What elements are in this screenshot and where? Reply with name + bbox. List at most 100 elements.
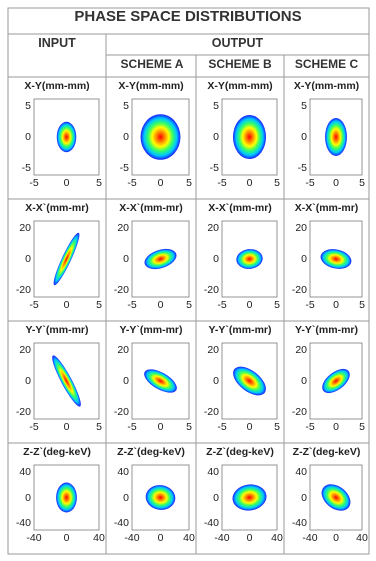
distribution-blob-scheme-b xyxy=(233,114,266,160)
x-tick-label: 0 xyxy=(63,177,70,189)
y-tick-label: 20 xyxy=(207,344,219,356)
x-tick-label: -40 xyxy=(26,532,42,544)
y-tick-label: 0 xyxy=(301,375,307,387)
y-tick-label: -20 xyxy=(113,406,129,418)
y-tick-label: -40 xyxy=(15,517,31,529)
y-tick-label: 40 xyxy=(117,466,129,478)
y-tick-label: -20 xyxy=(291,406,307,418)
y-tick-label: 0 xyxy=(123,131,129,143)
y-tick-label: 0 xyxy=(213,253,219,265)
x-tick-label: -5 xyxy=(217,299,227,311)
plot-frame-scheme-b xyxy=(221,464,278,531)
x-tick-label: -40 xyxy=(214,532,230,544)
x-tick-label: 0 xyxy=(333,421,339,433)
panel-label-scheme-a: X-X`(mm-mr) xyxy=(119,202,183,214)
panel-label-scheme-a: Z-Z`(deg-keV) xyxy=(117,446,185,458)
panel-label-scheme-a: Y-Y`(mm-mr) xyxy=(119,324,183,336)
y-tick-label: 0 xyxy=(25,131,31,143)
x-tick-label: 5 xyxy=(359,177,365,189)
panel-label-input: X-X`(mm-mr) xyxy=(25,202,89,214)
y-tick-label: 20 xyxy=(117,222,129,234)
y-tick-label: 20 xyxy=(295,344,307,356)
distribution-blob-scheme-a xyxy=(145,485,176,510)
y-tick-label: -20 xyxy=(15,284,31,296)
scheme-c-header: SCHEME C xyxy=(294,57,359,71)
y-tick-label: 0 xyxy=(301,491,307,504)
y-tick-label: -20 xyxy=(203,284,219,296)
y-tick-label: 0 xyxy=(123,253,129,265)
output-header: OUTPUT xyxy=(211,36,264,50)
distribution-blob-scheme-c xyxy=(321,484,351,511)
x-tick-label: -5 xyxy=(305,421,315,433)
panel-label-input: Y-Y`(mm-mr) xyxy=(25,324,89,336)
x-tick-label: 5 xyxy=(96,421,102,433)
x-tick-label: 0 xyxy=(246,532,253,544)
distribution-blob-input xyxy=(56,482,77,513)
y-tick-label: -5 xyxy=(209,162,219,174)
panel-label-input: X-Y(mm-mm) xyxy=(24,80,90,92)
panel-label-scheme-c: X-X`(mm-mr) xyxy=(294,202,359,214)
y-tick-label: 0 xyxy=(213,131,219,143)
y-tick-label: -20 xyxy=(203,406,219,418)
x-tick-label: 0 xyxy=(157,299,164,311)
x-tick-label: -5 xyxy=(305,177,315,189)
scheme-a-header: SCHEME A xyxy=(120,57,184,71)
panel-label-scheme-c: Z-Z`(deg-keV) xyxy=(292,446,361,458)
x-tick-label: 0 xyxy=(63,421,70,433)
y-tick-label: -20 xyxy=(291,284,307,296)
x-tick-label: 0 xyxy=(333,299,339,311)
y-tick-label: 20 xyxy=(19,344,31,356)
distribution-blob-scheme-c xyxy=(325,118,347,156)
y-tick-label: 40 xyxy=(295,466,307,478)
y-tick-label: 0 xyxy=(25,375,31,387)
x-tick-label: 0 xyxy=(63,299,70,311)
y-tick-label: -5 xyxy=(297,162,307,174)
x-tick-label: 40 xyxy=(93,532,105,544)
distribution-blob-input xyxy=(56,121,77,153)
x-tick-label: -5 xyxy=(127,299,137,311)
y-tick-label: 5 xyxy=(25,100,31,112)
panel-label-scheme-b: X-X`(mm-mr) xyxy=(208,202,272,214)
distribution-blob-scheme-b xyxy=(236,249,263,269)
panel-label-scheme-b: X-Y(mm-mm) xyxy=(207,80,273,92)
x-tick-label: 5 xyxy=(186,299,192,311)
y-tick-label: 40 xyxy=(19,466,31,478)
x-tick-label: 0 xyxy=(157,532,164,544)
y-tick-label: 5 xyxy=(213,100,219,112)
x-tick-label: 5 xyxy=(359,421,365,433)
x-tick-label: -5 xyxy=(305,299,315,311)
y-tick-label: 5 xyxy=(123,100,129,112)
distribution-blob-scheme-a xyxy=(144,369,177,393)
x-tick-label: 5 xyxy=(274,299,280,311)
x-tick-label: 40 xyxy=(356,532,368,544)
x-tick-label: 5 xyxy=(96,299,102,311)
y-tick-label: 0 xyxy=(123,491,129,504)
distribution-blob-scheme-a xyxy=(144,248,177,270)
x-tick-label: -5 xyxy=(29,299,39,311)
x-tick-label: 0 xyxy=(246,299,253,311)
panel-label-scheme-c: X-Y(mm-mm) xyxy=(293,80,360,92)
x-tick-label: 5 xyxy=(274,421,280,433)
y-tick-label: 20 xyxy=(117,344,129,356)
y-tick-label: 0 xyxy=(301,253,307,265)
panel-label-scheme-b: Y-Y`(mm-mr) xyxy=(208,324,272,336)
y-tick-label: -5 xyxy=(21,162,31,174)
table-frame xyxy=(7,7,370,555)
y-tick-label: -40 xyxy=(291,517,307,529)
y-tick-label: 0 xyxy=(213,491,219,504)
x-tick-label: 0 xyxy=(157,177,164,189)
panel-label-input: Z-Z`(deg-keV) xyxy=(23,446,91,458)
y-tick-label: 20 xyxy=(19,222,31,234)
x-tick-label: 5 xyxy=(186,177,192,189)
x-tick-label: -40 xyxy=(124,532,140,544)
x-tick-label: 0 xyxy=(333,177,339,189)
y-tick-label: -20 xyxy=(113,284,129,296)
y-tick-label: 0 xyxy=(213,375,219,387)
y-tick-label: 40 xyxy=(207,466,219,478)
table-title: PHASE SPACE DISTRIBUTIONS xyxy=(74,8,302,25)
x-tick-label: -5 xyxy=(127,421,137,433)
y-tick-label: 20 xyxy=(295,222,307,234)
y-tick-label: 20 xyxy=(207,222,219,234)
distribution-blob-scheme-b xyxy=(232,484,267,511)
